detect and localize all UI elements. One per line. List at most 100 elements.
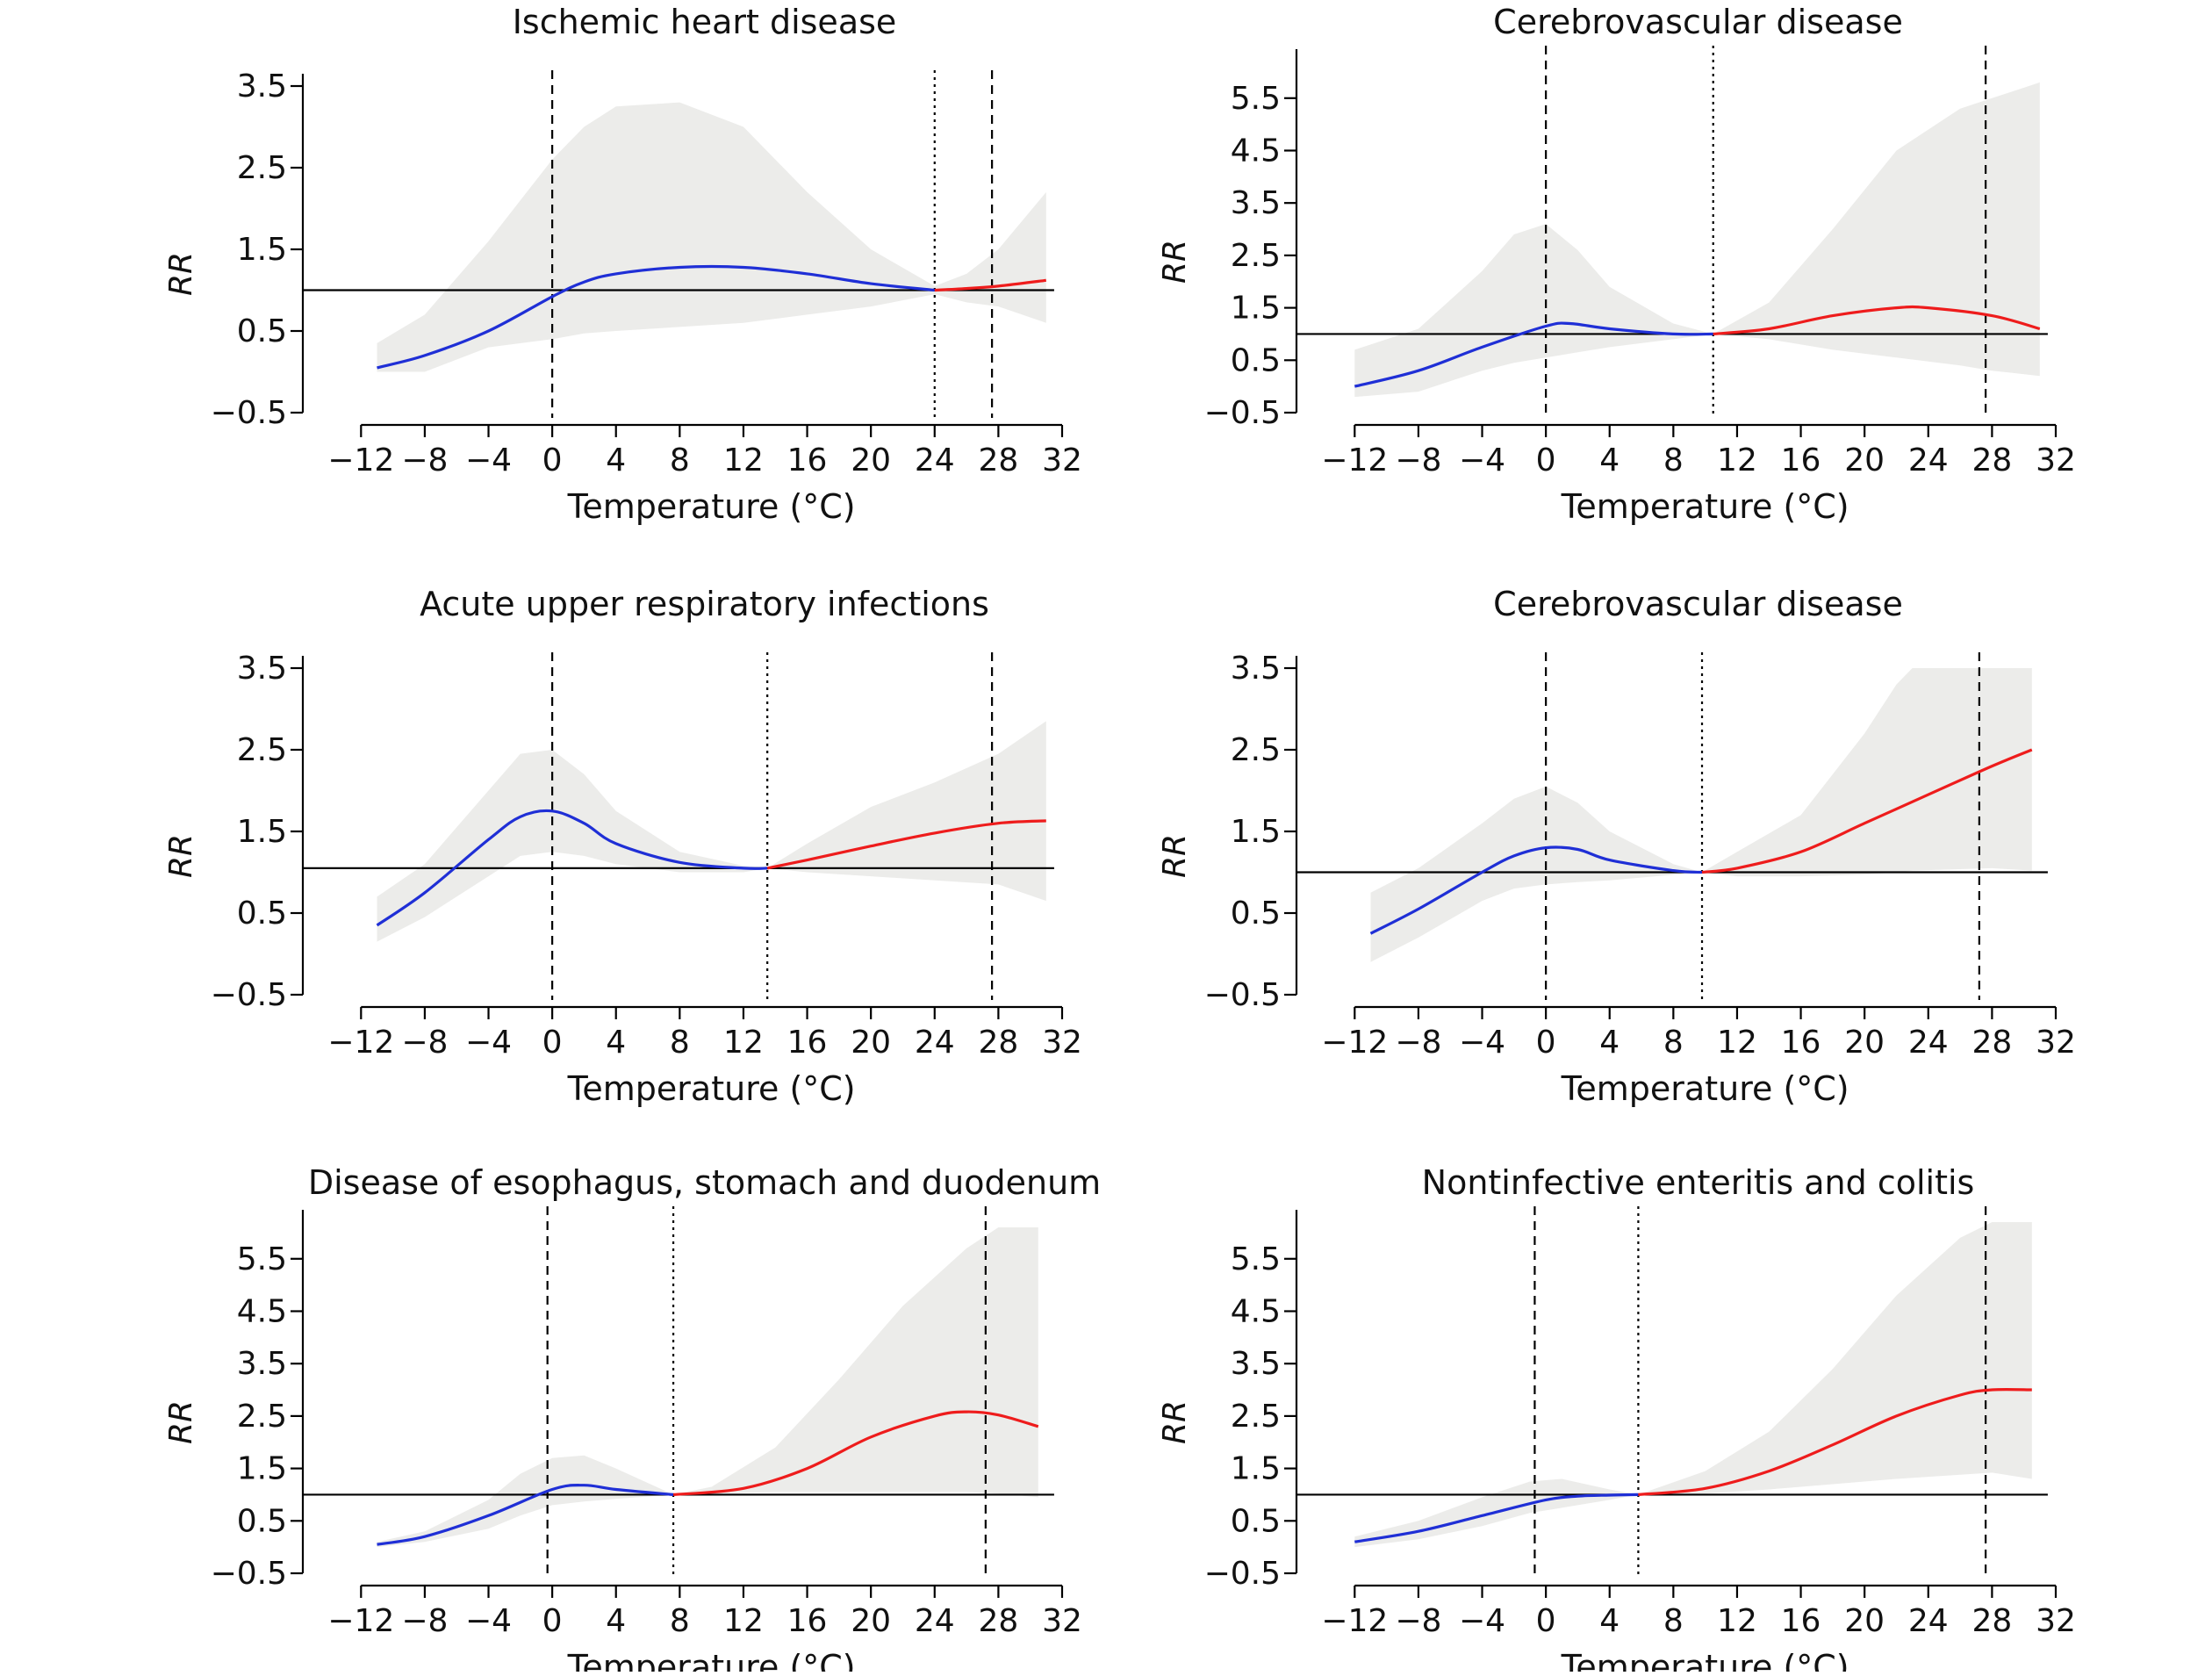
y-tick-label: −0.5 <box>1204 395 1281 431</box>
y-tick-label: 1.5 <box>237 1451 287 1487</box>
y-tick-label: 4.5 <box>1231 1293 1281 1329</box>
heat-effect-curve <box>672 1410 1039 1496</box>
panel-2: Cerebrovascular disease −0.5 0.5 1.5 2.5 3.5 4… <box>1157 3 2076 526</box>
y-tick-label: 4.5 <box>237 1293 287 1329</box>
panel-title: Cerebrovascular disease <box>1493 3 1903 41</box>
x-tick-label: 24 <box>915 442 955 478</box>
y-tick-label: 0.5 <box>1231 342 1281 378</box>
confidence-band <box>377 102 1046 372</box>
panel-title: Ischemic heart disease <box>513 3 897 41</box>
y-tick-label: 2.5 <box>1231 238 1281 274</box>
heat-effect-curve <box>934 278 1046 292</box>
x-tick-label: −12 <box>327 442 394 478</box>
x-tick-label: 0 <box>542 442 563 478</box>
x-tick-label: 16 <box>1781 1603 1821 1639</box>
panel-title: Disease of esophagus, stomach and duoden… <box>308 1163 1101 1202</box>
cold-effect-curve <box>377 1484 674 1546</box>
y-tick-label: 5.5 <box>237 1241 287 1277</box>
x-tick-label: −8 <box>1395 442 1441 478</box>
x-tick-label: 12 <box>1717 442 1757 478</box>
confidence-band <box>1354 1222 2032 1548</box>
x-axis-label: Temperature (°C) <box>567 1648 856 1672</box>
x-tick-label: −12 <box>1321 1603 1388 1639</box>
x-tick-label: 8 <box>1663 1603 1684 1639</box>
x-tick-label: 28 <box>978 442 1018 478</box>
cold-effect-curve <box>1354 321 1713 388</box>
x-axis-label: Temperature (°C) <box>567 487 856 526</box>
x-tick-label: 12 <box>723 1603 764 1639</box>
x-tick-label: 32 <box>2036 442 2076 478</box>
x-tick-label: 0 <box>1536 442 1556 478</box>
y-tick-label: 2.5 <box>1231 1399 1281 1435</box>
x-tick-label: 16 <box>1781 1025 1821 1061</box>
y-tick-label: 3.5 <box>1231 185 1281 221</box>
x-tick-label: 32 <box>1042 1603 1082 1639</box>
x-tick-label: 24 <box>1908 442 1949 478</box>
x-tick-label: −4 <box>1459 1025 1505 1061</box>
y-tick-label: −0.5 <box>211 1556 287 1592</box>
y-tick-label: 1.5 <box>1231 1451 1281 1487</box>
x-tick-label: 0 <box>1536 1025 1556 1061</box>
x-tick-label: −4 <box>465 1025 512 1061</box>
y-tick-label: 3.5 <box>1231 1346 1281 1382</box>
y-tick-label: 1.5 <box>237 232 287 268</box>
y-tick-label: 0.5 <box>237 896 287 932</box>
y-tick-label: 1.5 <box>237 814 287 850</box>
x-tick-label: 28 <box>1971 1025 2012 1061</box>
x-tick-label: 32 <box>2036 1025 2076 1061</box>
x-tick-label: 8 <box>1663 442 1684 478</box>
panel-3: Acute upper respiratory infections −0.5 0.… <box>163 585 1082 1108</box>
x-tick-label: 16 <box>787 1603 828 1639</box>
x-tick-label: 20 <box>1844 1603 1885 1639</box>
y-tick-label: 2.5 <box>237 732 287 768</box>
y-tick-label: 0.5 <box>237 313 287 349</box>
x-tick-label: 24 <box>1908 1603 1949 1639</box>
x-tick-label: 16 <box>1781 442 1821 478</box>
y-tick-label: 0.5 <box>1231 896 1281 932</box>
x-tick-label: −12 <box>327 1603 394 1639</box>
y-axis-label: RR <box>163 834 199 878</box>
y-tick-label: 3.5 <box>237 68 287 104</box>
x-tick-label: 4 <box>1599 1025 1620 1061</box>
x-tick-label: 24 <box>1908 1025 1949 1061</box>
heat-effect-curve <box>1701 748 2033 874</box>
y-tick-label: 3.5 <box>237 1346 287 1382</box>
x-tick-label: 20 <box>851 1603 891 1639</box>
heat-effect-curve <box>766 819 1046 870</box>
y-tick-label: −0.5 <box>211 395 287 431</box>
confidence-band <box>377 1227 1038 1548</box>
x-tick-label: −12 <box>327 1025 394 1061</box>
y-tick-label: −0.5 <box>211 977 287 1013</box>
x-tick-label: 16 <box>787 442 828 478</box>
panel-1: Ischemic heart disease −0.5 0.5 1.5 2.5 3.5 RR… <box>163 3 1082 526</box>
x-tick-label: 20 <box>1844 442 1885 478</box>
x-tick-label: 4 <box>1599 1603 1620 1639</box>
y-tick-label: 3.5 <box>237 651 287 687</box>
panel-title: Nontinfective enteritis and colitis <box>1422 1163 1975 1202</box>
x-tick-label: 0 <box>542 1025 563 1061</box>
x-tick-label: −8 <box>401 442 448 478</box>
x-tick-label: 12 <box>723 1025 764 1061</box>
x-tick-label: 20 <box>1844 1025 1885 1061</box>
panel-title: Cerebrovascular disease <box>1493 585 1903 623</box>
x-tick-label: 0 <box>1536 1603 1556 1639</box>
y-axis-label: RR <box>163 252 199 296</box>
x-tick-label: 28 <box>978 1603 1018 1639</box>
panel-5: Disease of esophagus, stomach and duoden… <box>163 1163 1101 1676</box>
x-tick-label: 28 <box>1971 442 2012 478</box>
x-tick-label: 8 <box>670 1025 690 1061</box>
y-axis-label: RR <box>1157 834 1193 878</box>
x-tick-label: 32 <box>1042 442 1082 478</box>
x-axis-label: Temperature (°C) <box>567 1069 856 1108</box>
x-tick-label: 4 <box>1599 442 1620 478</box>
cold-effect-curve <box>1369 845 1703 935</box>
y-tick-label: 2.5 <box>237 150 287 186</box>
y-tick-label: 0.5 <box>237 1503 287 1539</box>
x-tick-label: 4 <box>606 1025 626 1061</box>
panel-4: Cerebrovascular disease −0.5 0.5 1.5 2.5 3.5 R… <box>1157 585 2076 1108</box>
x-tick-label: −12 <box>1321 442 1388 478</box>
panel-6: Nontinfective enteritis and colitis −0.5 0… <box>1157 1163 2076 1676</box>
y-tick-label: 4.5 <box>1231 133 1281 169</box>
y-tick-label: 1.5 <box>1231 291 1281 327</box>
